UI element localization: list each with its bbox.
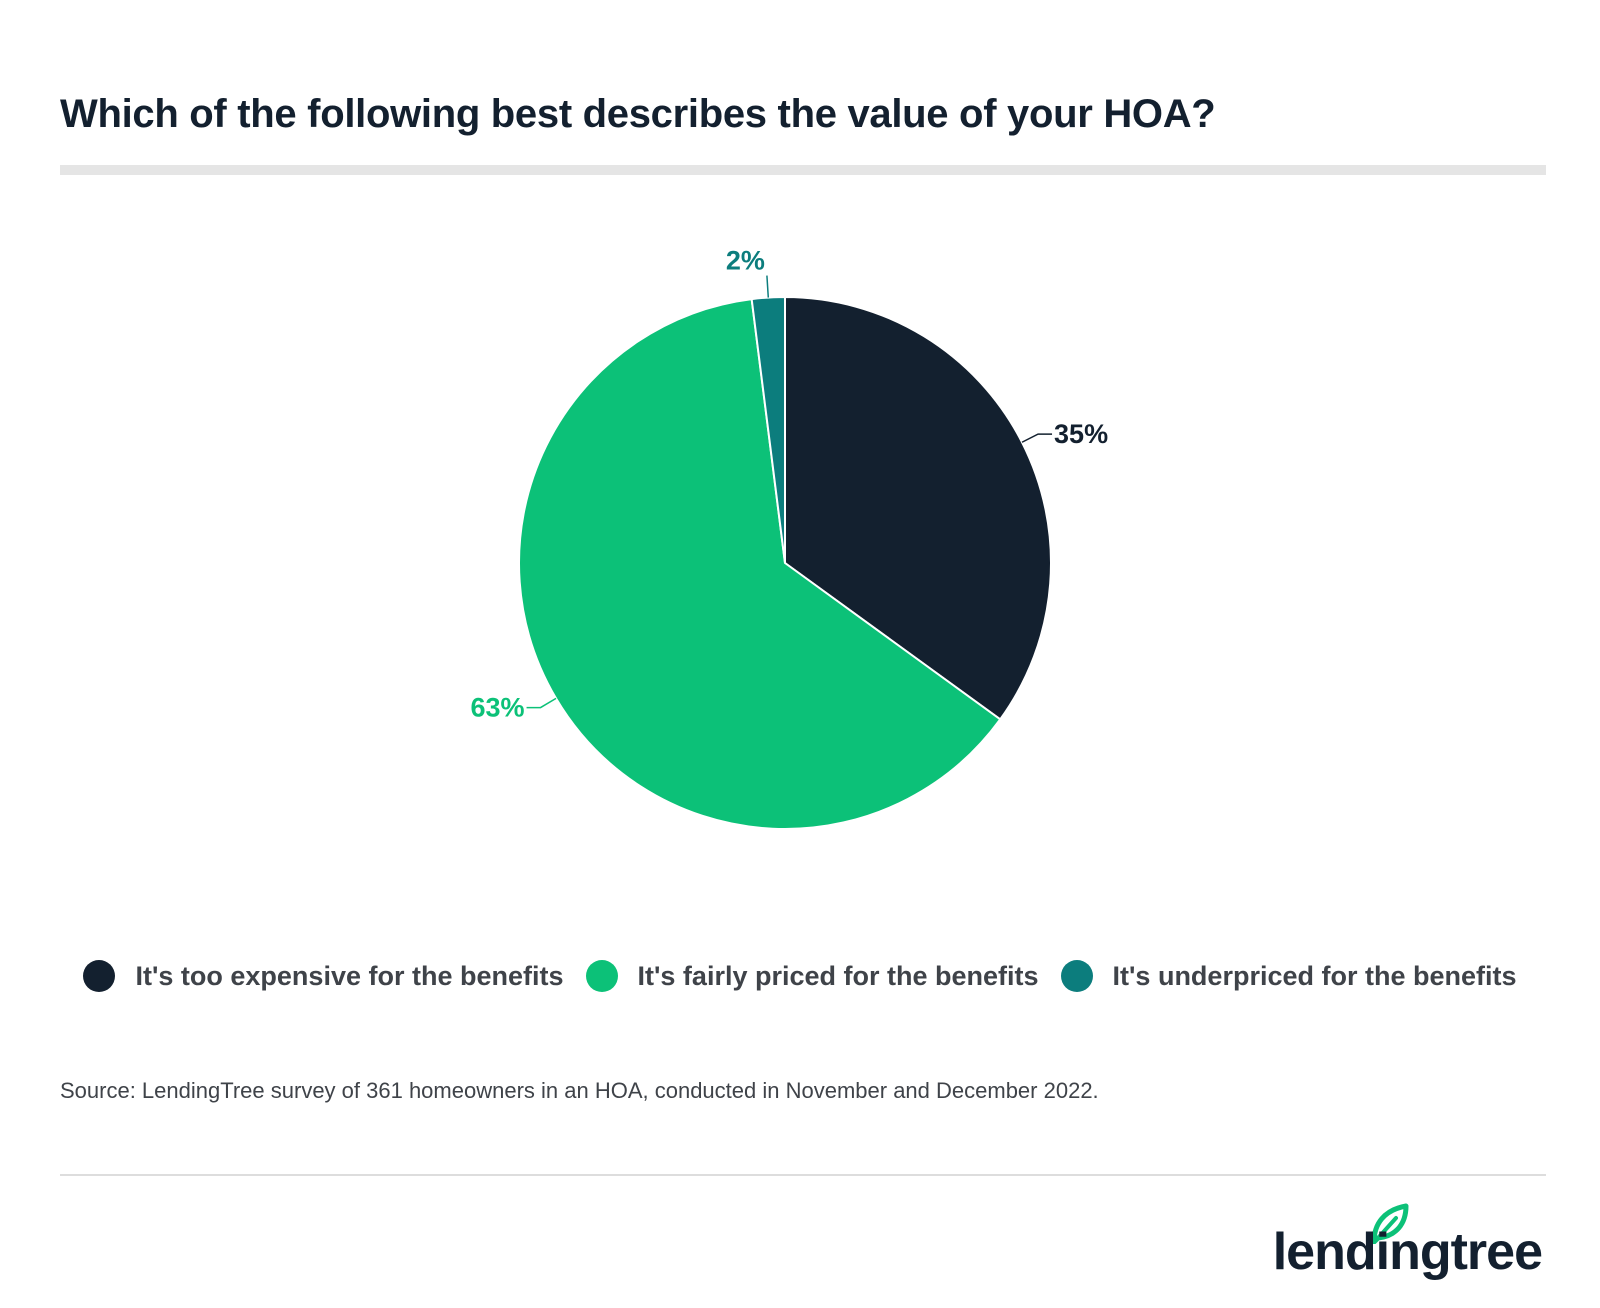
leader-line-underpriced [766, 275, 770, 298]
legend-label-underpriced: It's underpriced for the benefits [1112, 960, 1517, 991]
legend-item-underpriced: It's underpriced for the benefits [1060, 960, 1517, 992]
legend-label-fairly-priced: It's fairly priced for the benefits [637, 960, 1039, 991]
leaf-icon [1371, 1203, 1409, 1244]
data-label-too-expensive: 35% [1054, 419, 1108, 449]
lendingtree-logo: lendingtree [1272, 1200, 1543, 1290]
legend-swatch-underpriced [1060, 960, 1093, 992]
data-label-fairly-priced: 63% [471, 693, 525, 723]
pie-slice-fairly-priced [518, 297, 1002, 830]
legend-swatch-fairly-priced [585, 960, 618, 992]
legend-item-fairly-priced: It's fairly priced for the benefits [585, 960, 1039, 992]
legend: It's too expensive for the benefits It's… [0, 960, 1600, 992]
logo-wordmark: lendingtree [1272, 1223, 1543, 1281]
leader-line-too-expensive [1021, 433, 1053, 443]
source-note: Source: LendingTree survey of 361 homeow… [60, 1078, 1099, 1103]
title-divider [60, 165, 1546, 175]
pie-slice-underpriced [750, 295, 786, 564]
leader-line-fairly-priced [526, 697, 557, 709]
legend-swatch-too-expensive [83, 960, 116, 992]
data-label-underpriced: 2% [726, 246, 765, 276]
pie-chart: 35% 63% 2% [471, 246, 1108, 830]
chart-title: Which of the following best describes th… [60, 92, 1216, 136]
footer-divider [60, 1174, 1546, 1176]
legend-item-too-expensive: It's too expensive for the benefits [83, 960, 564, 992]
legend-label-too-expensive: It's too expensive for the benefits [135, 960, 564, 991]
